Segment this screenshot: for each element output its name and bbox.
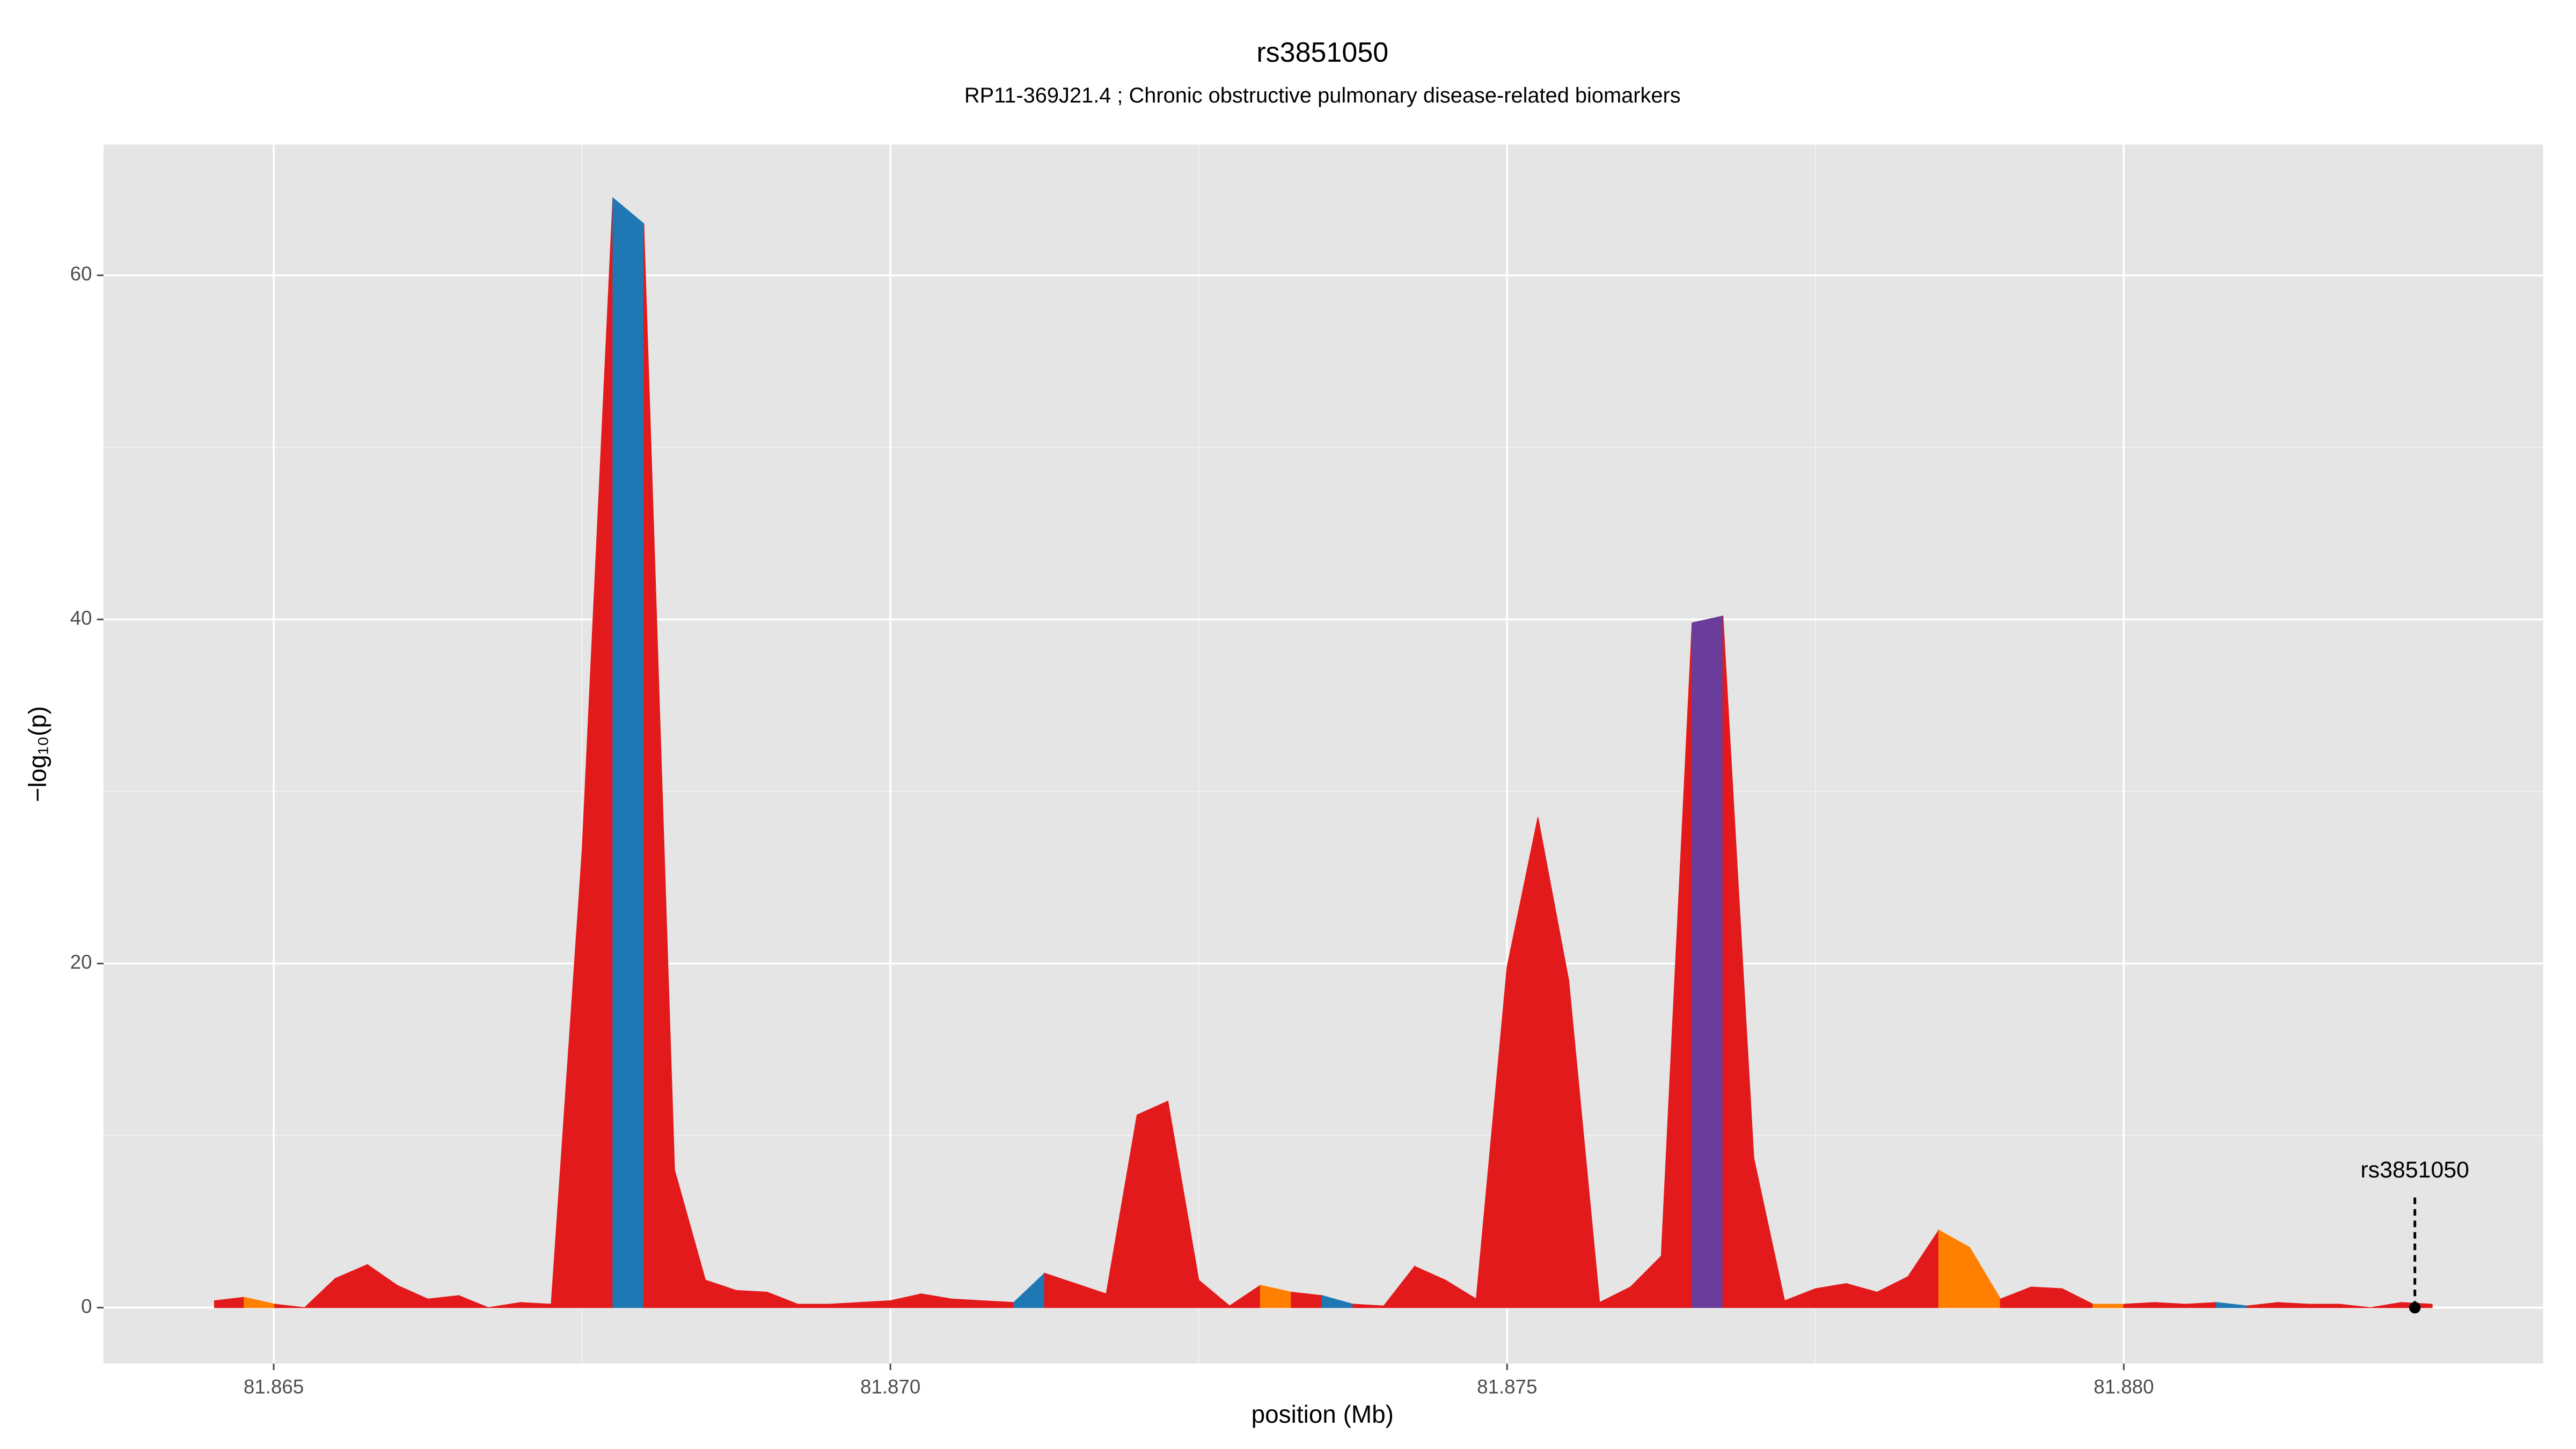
x-tick-label: 81.865 [244, 1375, 304, 1397]
area-segment [1137, 1100, 1169, 1308]
area-segment [2339, 1304, 2371, 1308]
y-tick-label: 60 [70, 263, 92, 285]
annotation-point [2409, 1301, 2421, 1314]
x-tick-label: 81.875 [1477, 1375, 1537, 1397]
area-segment [2031, 1286, 2063, 1308]
area-segment [458, 1295, 489, 1308]
annotation-label: rs3851050 [2361, 1157, 2469, 1183]
area-segment [2092, 1304, 2125, 1308]
area-segment [612, 197, 645, 1308]
area-segment [2308, 1304, 2340, 1308]
x-axis-label: position (Mb) [1252, 1400, 1394, 1428]
x-tick-label: 81.880 [2094, 1375, 2154, 1397]
y-tick-label: 40 [70, 607, 92, 629]
y-tick-label: 0 [81, 1295, 92, 1317]
area-segment [797, 1304, 829, 1308]
plot-background [103, 144, 2543, 1364]
area-segment [952, 1298, 984, 1308]
chart-subtitle: RP11-369J21.4 ; Chronic obstructive pulm… [964, 84, 1681, 107]
area-segment [736, 1290, 768, 1308]
chart-title: rs3851050 [1256, 37, 1388, 68]
area-segment [1692, 615, 1724, 1308]
area-segment [274, 1304, 305, 1308]
y-axis-label: −log₁₀(p) [24, 706, 52, 802]
y-tick-label: 20 [70, 951, 92, 973]
x-tick-label: 81.870 [860, 1375, 920, 1397]
